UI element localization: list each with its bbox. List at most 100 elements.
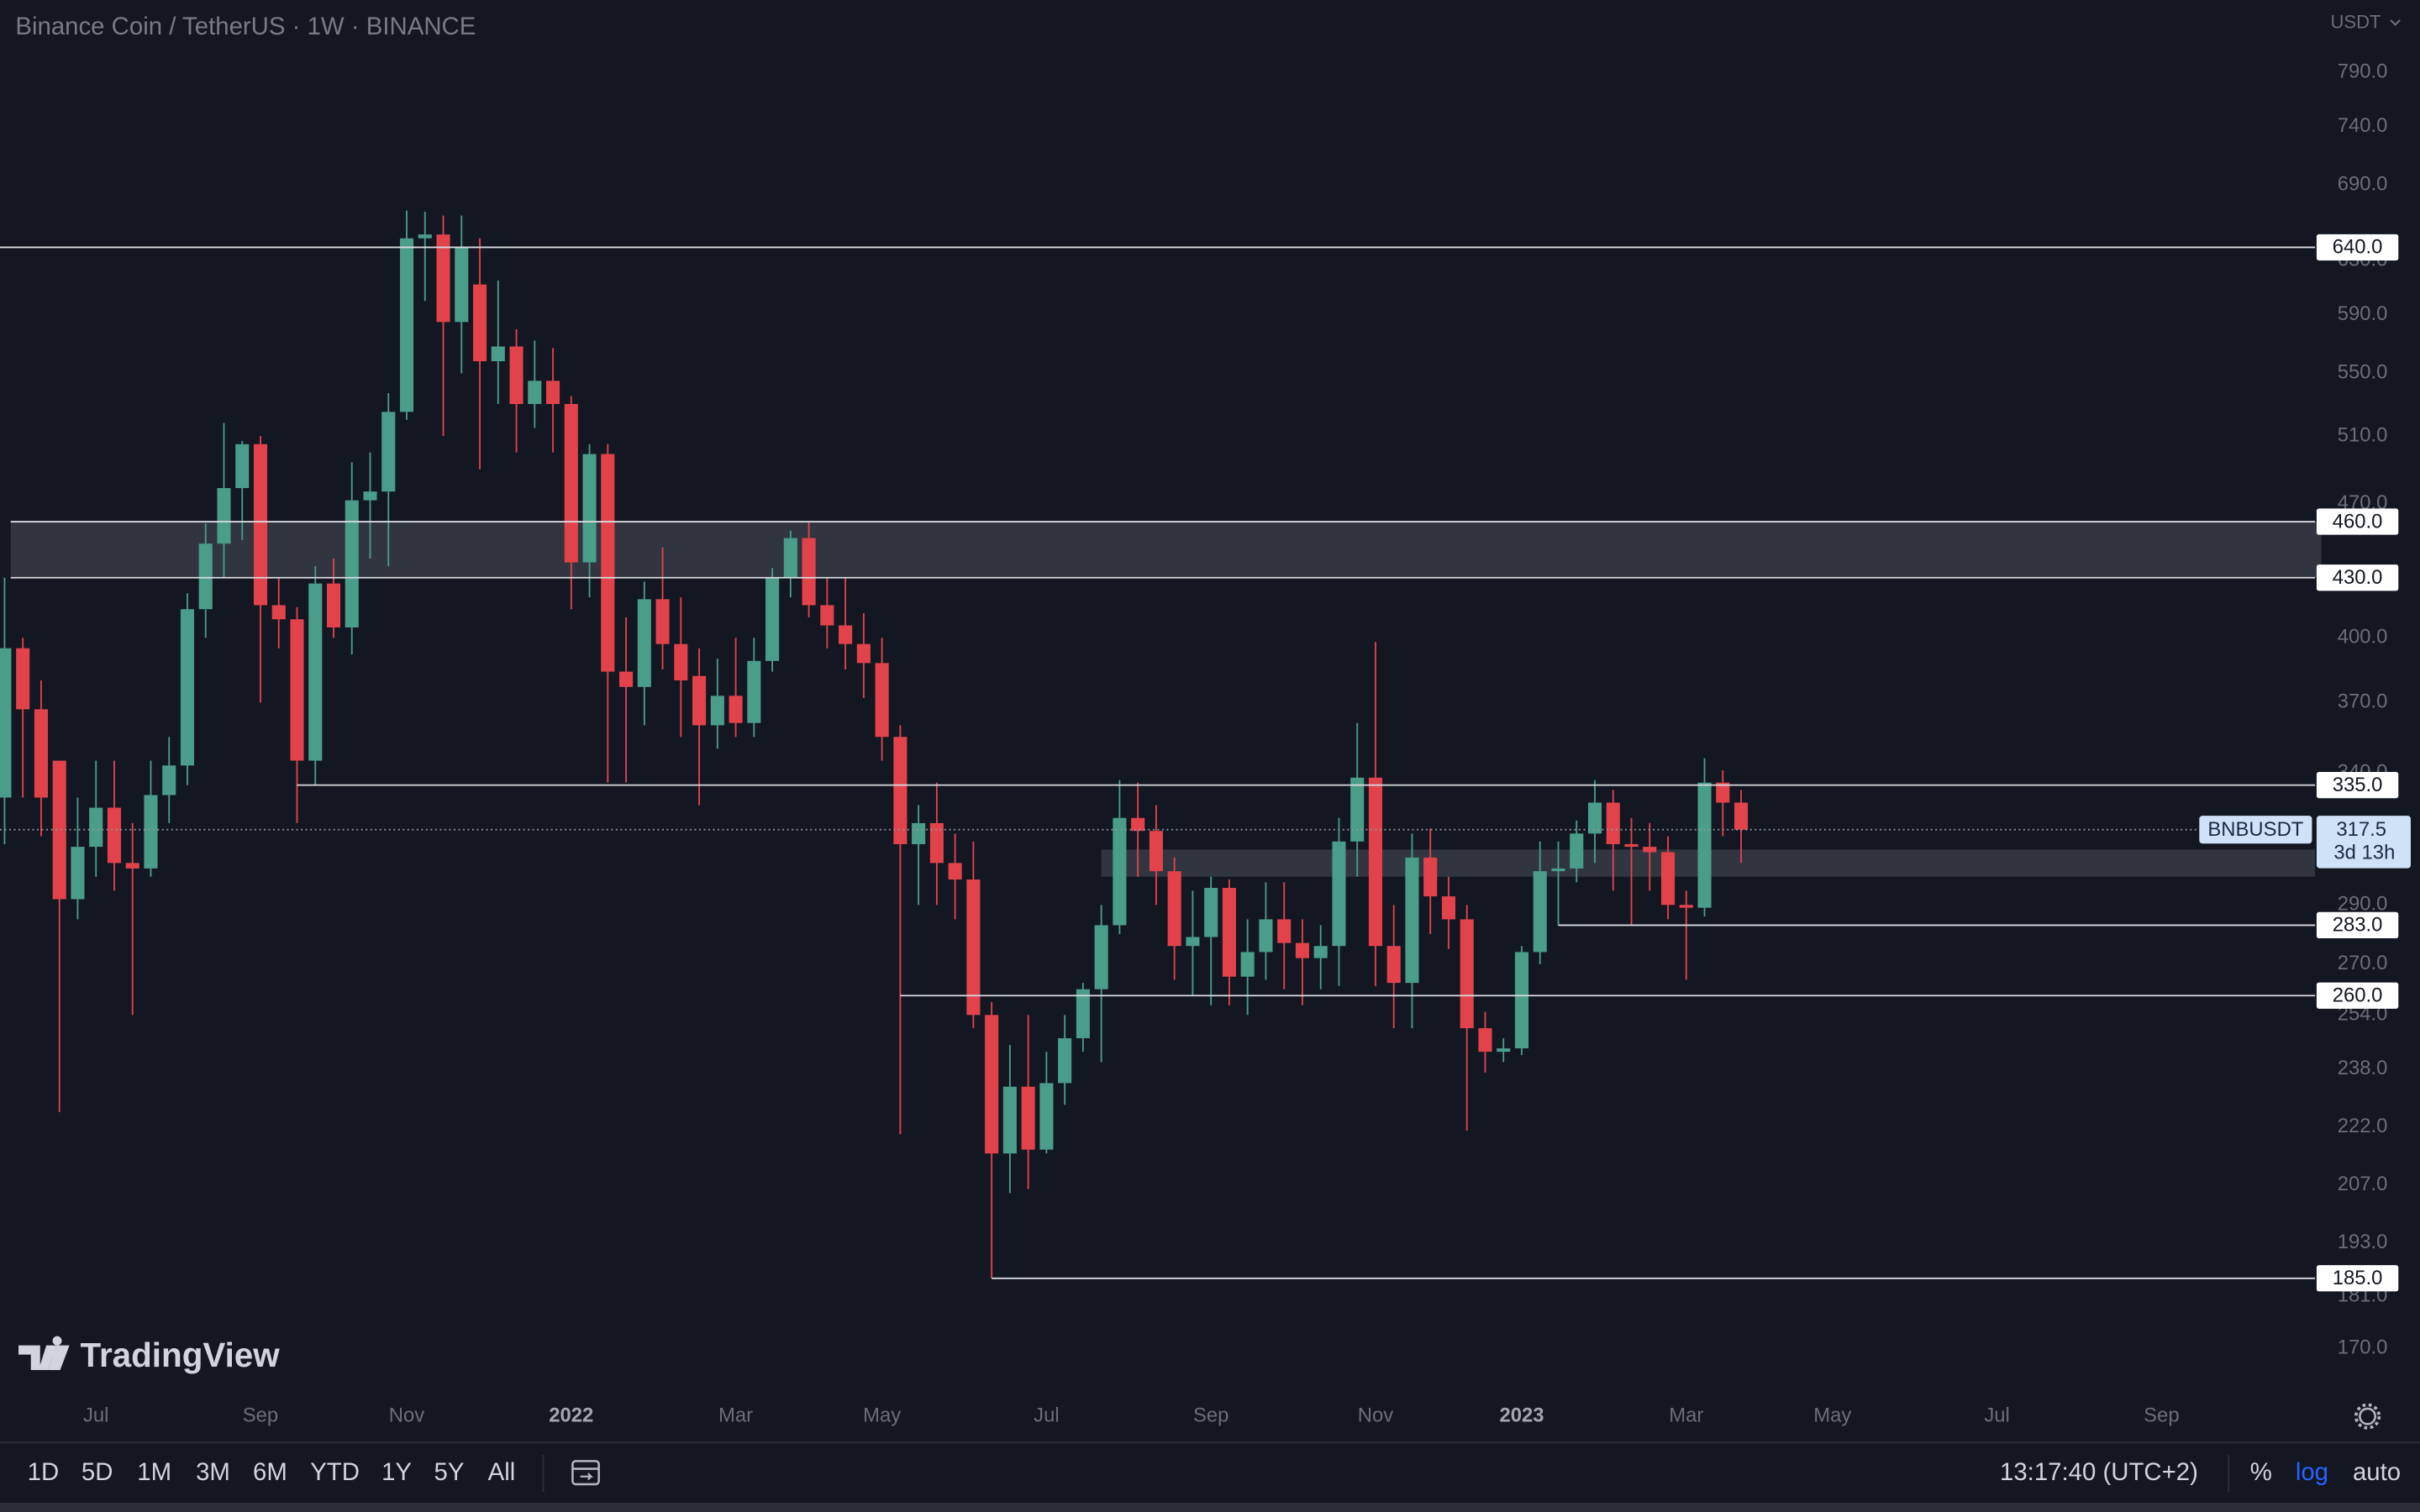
level-label-box: [2316, 1265, 2399, 1292]
range-button[interactable]: 3M: [196, 1458, 230, 1486]
x-tick-label: Sep: [2144, 1404, 2179, 1426]
candle-body: [125, 863, 139, 869]
range-button[interactable]: All: [488, 1458, 516, 1486]
candle-body: [929, 822, 944, 864]
y-tick-label: 740.0: [2338, 114, 2388, 137]
x-tick-label: 2023: [1499, 1404, 1544, 1426]
candle-body: [1058, 1037, 1072, 1084]
candle-body: [1478, 1028, 1492, 1053]
candle-body: [1386, 946, 1401, 984]
candle-body: [528, 381, 542, 404]
level-label: 430.0: [2333, 566, 2383, 589]
candle-body: [1733, 802, 1749, 830]
logo-dot: [46, 1347, 56, 1357]
candle-body: [509, 346, 523, 404]
candle-body: [308, 583, 323, 761]
candle-body: [692, 675, 707, 726]
candle-body: [619, 671, 634, 687]
candle-body: [1660, 852, 1676, 906]
candle-body: [1570, 833, 1584, 869]
candle-body: [875, 663, 889, 738]
clock[interactable]: 13:17:40 (UTC+2): [2000, 1458, 2198, 1486]
candle-body: [820, 605, 834, 626]
candle-body: [472, 284, 487, 362]
x-tick-label: Jul: [1034, 1404, 1060, 1426]
candle-body: [1149, 831, 1163, 872]
range-button[interactable]: 1M: [137, 1458, 171, 1486]
candle-body: [545, 381, 560, 404]
chart-title: Binance Coin / TetherUS · 1W · BINANCE: [15, 13, 476, 40]
range-button[interactable]: 6M: [253, 1458, 287, 1486]
candle-body: [839, 625, 853, 644]
logo-icon: [18, 1336, 62, 1371]
candle-body: [1332, 841, 1346, 947]
range-button[interactable]: 5Y: [434, 1458, 465, 1486]
candle-body: [710, 696, 724, 726]
level-label: 185.0: [2333, 1267, 2383, 1289]
candle-body: [217, 488, 231, 544]
logo-slash: [47, 1345, 70, 1371]
range-button[interactable]: 1Y: [381, 1458, 412, 1486]
gear-teeth[interactable]: [2354, 1403, 2381, 1430]
candle-body: [1240, 952, 1255, 977]
candle-body: [399, 238, 414, 412]
candle-body: [162, 765, 176, 795]
candle-body: [729, 696, 743, 723]
candle-body: [491, 346, 505, 362]
candle-body: [1497, 1048, 1511, 1053]
level-label-box: [2316, 508, 2399, 535]
candle-body: [1277, 919, 1292, 943]
candle-body: [290, 619, 304, 761]
y-tick-label: 207.0: [2338, 1173, 2388, 1195]
plot-area: [0, 210, 2322, 1279]
calendar[interactable]: [571, 1460, 600, 1486]
y-tick-label: 270.0: [2338, 952, 2388, 974]
candle-body: [16, 648, 30, 710]
y-tick-label: 193.0: [2338, 1231, 2388, 1253]
x-tick-label: May: [1813, 1404, 1851, 1426]
candle-body: [765, 577, 780, 661]
x-tick-label: Sep: [1193, 1404, 1228, 1426]
candle-body: [1624, 843, 1639, 848]
candle-body: [1094, 925, 1108, 990]
range-button[interactable]: 1D: [28, 1458, 60, 1486]
range-button[interactable]: 5D: [82, 1458, 113, 1486]
zone: [10, 522, 2322, 578]
candle-body: [52, 760, 66, 900]
candle-body: [144, 795, 158, 869]
candle-body: [564, 403, 578, 563]
candle-body: [455, 247, 469, 323]
x-tick-label: May: [863, 1404, 901, 1426]
candle-body: [747, 660, 761, 723]
candle-body: [71, 847, 85, 900]
date-range-icon[interactable]: [571, 1460, 600, 1486]
range-button[interactable]: YTD: [310, 1458, 360, 1486]
candle-body: [198, 543, 213, 610]
candle-body: [1131, 817, 1145, 832]
candle-body: [655, 599, 670, 644]
y-tick-label: 400.0: [2338, 626, 2388, 648]
auto-toggle[interactable]: auto: [2353, 1458, 2401, 1486]
x-tick-label: Nov: [389, 1404, 424, 1426]
candle-body: [1679, 905, 1693, 908]
candle-body: [1021, 1086, 1035, 1150]
candle-body: [912, 822, 926, 844]
candle-body: [783, 538, 797, 578]
y-tick-label: 222.0: [2338, 1115, 2388, 1137]
gear[interactable]: [2359, 1407, 2377, 1425]
symbol-label: BNBUSDT: [2207, 818, 2303, 841]
log-toggle[interactable]: log: [2296, 1458, 2328, 1486]
currency[interactable]: USDT: [2330, 11, 2381, 32]
candle-body: [436, 234, 450, 323]
candle-body: [271, 605, 286, 620]
candle-body: [893, 737, 908, 844]
percent-toggle[interactable]: %: [2250, 1458, 2272, 1486]
settings-icon[interactable]: [2354, 1403, 2381, 1430]
bottom-strip: [0, 1502, 2420, 1512]
level-label-box: [2316, 982, 2399, 1009]
candle-body: [1113, 817, 1127, 926]
candle-body: [1259, 919, 1273, 953]
candle-body: [1002, 1086, 1017, 1154]
candle-body: [1606, 802, 1620, 844]
